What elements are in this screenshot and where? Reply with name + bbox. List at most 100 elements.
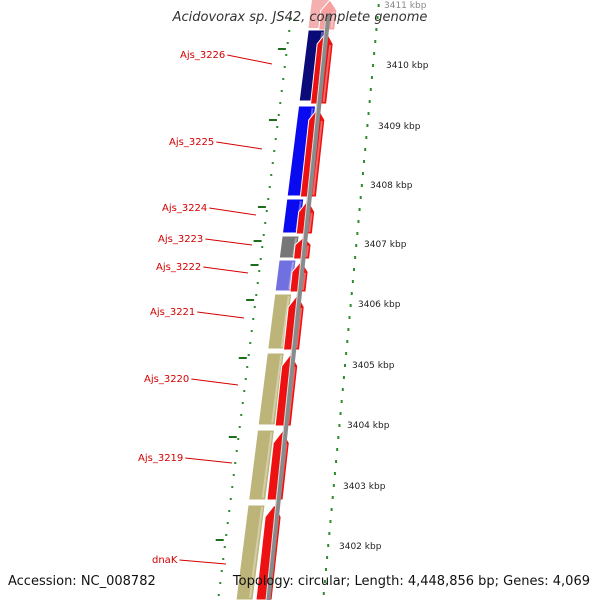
scale-tick (372, 64, 375, 67)
cog-dot (250, 330, 253, 332)
backbone-highlight (265, 14, 327, 600)
boundary-dash (277, 48, 286, 50)
scale-tick (328, 532, 331, 535)
cog-block-khaki-shine (280, 295, 290, 348)
scale-ticks (322, 4, 380, 595)
cog-dot (285, 54, 288, 56)
scale-tick (373, 52, 376, 55)
cog-dot (231, 486, 234, 488)
cog-dot (244, 378, 247, 380)
gene-leader-dnak (179, 559, 227, 565)
cog-dot (234, 462, 237, 464)
scale-tick (356, 232, 359, 235)
kbp-label: 3411 kbp (384, 1, 427, 11)
topology-text: Topology: circular; Length: 4,448,856 bp… (232, 574, 590, 589)
cog-dot (252, 318, 255, 320)
scale-tick (350, 292, 353, 295)
kbp-label: 3407 kbp (364, 240, 407, 250)
gene-label-dnak: dnaK (152, 555, 178, 566)
scale-tick (332, 484, 335, 487)
gene-label-ajs_3222: Ajs_3222 (156, 262, 201, 273)
cds-arrow-shine (312, 120, 323, 196)
scale-tick (341, 388, 344, 391)
scale-tick (340, 400, 343, 403)
scale-tick (377, 4, 380, 7)
cog-dot (220, 570, 223, 572)
cog-dot (273, 150, 276, 152)
scale-tick (360, 184, 363, 187)
scale-tick (359, 196, 362, 199)
scale-tick (333, 472, 336, 475)
cds-arrow-shine (308, 212, 313, 233)
cds-arrow-shine (305, 245, 310, 258)
cog-dot (229, 498, 232, 500)
cds-arrow-shine (322, 44, 332, 103)
scale-tick (361, 172, 364, 175)
scale-tick (322, 592, 325, 595)
cog-block-khaki-4 (235, 504, 266, 600)
scale-tick (324, 568, 327, 571)
cog-dot (255, 294, 258, 296)
kbp-label: 3406 kbp (358, 300, 401, 310)
boundary-dash (246, 299, 255, 301)
cog-dot (232, 474, 235, 476)
cog-block-khaki-3 (248, 429, 276, 501)
boundary-dash (250, 264, 259, 266)
scale-tick (374, 40, 377, 43)
scale-tick (351, 280, 354, 283)
cog-dot (240, 414, 243, 416)
gene-leader-ajs_3225 (216, 141, 263, 150)
cds-arrow-shine (330, 11, 335, 29)
gene-label-ajs_3226: Ajs_3226 (180, 50, 225, 61)
cog-dot (280, 90, 283, 92)
scale-tick (347, 328, 350, 331)
kbp-label: 3410 kbp (386, 61, 429, 71)
cog-dot (235, 450, 238, 452)
scale-tick (376, 16, 379, 19)
scale-tick (367, 112, 370, 115)
kbp-label: 3408 kbp (370, 181, 413, 191)
cds-arrow-shine (301, 272, 307, 291)
scale-tick (349, 304, 352, 307)
scale-tick (329, 520, 332, 523)
cog-dot (226, 522, 229, 524)
cog-dot (264, 222, 267, 224)
scale-tick (370, 76, 373, 79)
cog-dot (225, 534, 228, 536)
boundary-dash (215, 539, 224, 541)
kbp-label: 3409 kbp (378, 122, 421, 132)
scale-tick (338, 424, 341, 427)
scale-tick (345, 352, 348, 355)
cog-dot (268, 186, 271, 188)
scale-tick (337, 436, 340, 439)
kbp-label: 3402 kbp (339, 542, 382, 552)
scale-tick (358, 208, 361, 211)
cog-dot (246, 366, 249, 368)
scale-tick (366, 124, 369, 127)
kbp-label: 3403 kbp (343, 482, 386, 492)
cog-dot (217, 594, 220, 596)
cog-dot (258, 270, 261, 272)
cog-dot (262, 234, 265, 236)
scale-tick (344, 364, 347, 367)
gene-leader-ajs_3219 (185, 457, 233, 464)
cog-dot (259, 258, 262, 260)
cog-dot (274, 138, 277, 140)
gene-leader-ajs_3226 (227, 54, 273, 65)
gene-leader-ajs_3223 (205, 238, 253, 246)
cog-dot (282, 78, 285, 80)
scale-tick (326, 556, 329, 559)
gene-leader-ajs_3221 (197, 311, 245, 319)
gene-labels: Ajs_3226 Ajs_3225 Ajs_3224 Ajs_3223 Ajs_3222… (138, 50, 225, 566)
scale-tick (369, 88, 372, 91)
cds-arrow-shine (295, 307, 303, 349)
accession-text: Accession: NC_008782 (8, 574, 156, 589)
boundary-dash (253, 240, 262, 242)
cog-block-khaki-2-shine (271, 354, 283, 424)
cog-dot (247, 354, 250, 356)
gene-label-ajs_3223: Ajs_3223 (158, 234, 203, 245)
gene-leader-ajs_3222 (203, 266, 249, 274)
scale-tick (346, 340, 349, 343)
cog-dot (219, 582, 222, 584)
scale-tick (336, 448, 339, 451)
